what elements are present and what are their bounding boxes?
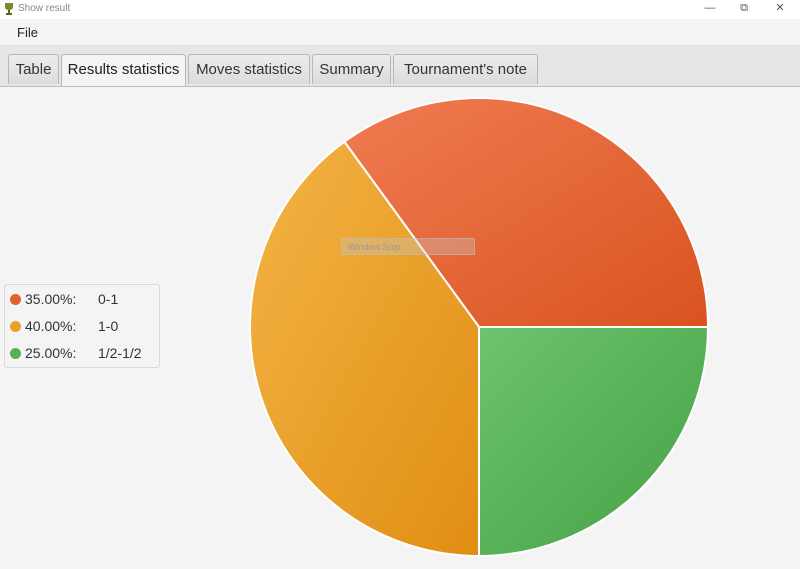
window-title: Show result (18, 3, 71, 14)
legend-percent: 35.00%: (25, 291, 77, 307)
pie-slice-1-2-1-2 (478, 326, 710, 558)
trophy-icon (5, 3, 13, 15)
results-statistics-panel: Window Snip 35.00%: 0-1 40.00%: 1-0 25.0… (0, 87, 800, 569)
legend-swatch (10, 348, 21, 359)
legend-swatch (10, 321, 21, 332)
title-bar: Show result — ⧉ ✕ (0, 0, 800, 19)
chart-legend: 35.00%: 0-1 40.00%: 1-0 25.00%: 1/2-1/2 (4, 284, 160, 368)
tab-results-statistics[interactable]: Results statistics (61, 54, 186, 86)
minimize-button[interactable]: — (704, 2, 716, 14)
pie-chart (249, 97, 710, 558)
tab-bar: Table Results statistics Moves statistic… (0, 46, 800, 87)
pie-slice-0-1 (343, 97, 710, 328)
close-button[interactable]: ✕ (775, 2, 785, 14)
restore-button[interactable]: ⧉ (740, 2, 748, 14)
menu-file[interactable]: File (17, 25, 38, 40)
menu-bar: File (0, 19, 800, 46)
legend-swatch (10, 294, 21, 305)
tab-summary[interactable]: Summary (312, 54, 391, 84)
legend-percent: 40.00%: (25, 318, 77, 334)
legend-label: 1/2-1/2 (98, 345, 142, 361)
tab-moves-statistics[interactable]: Moves statistics (188, 54, 310, 84)
legend-label: 0-1 (98, 291, 119, 307)
tab-table[interactable]: Table (8, 54, 59, 84)
window-snip-overlay: Window Snip (341, 238, 475, 255)
pie-slice-1-0 (249, 140, 480, 558)
legend-percent: 25.00%: (25, 345, 77, 361)
tab-tournaments-note[interactable]: Tournament's note (393, 54, 538, 84)
legend-label: 1-0 (98, 318, 119, 334)
